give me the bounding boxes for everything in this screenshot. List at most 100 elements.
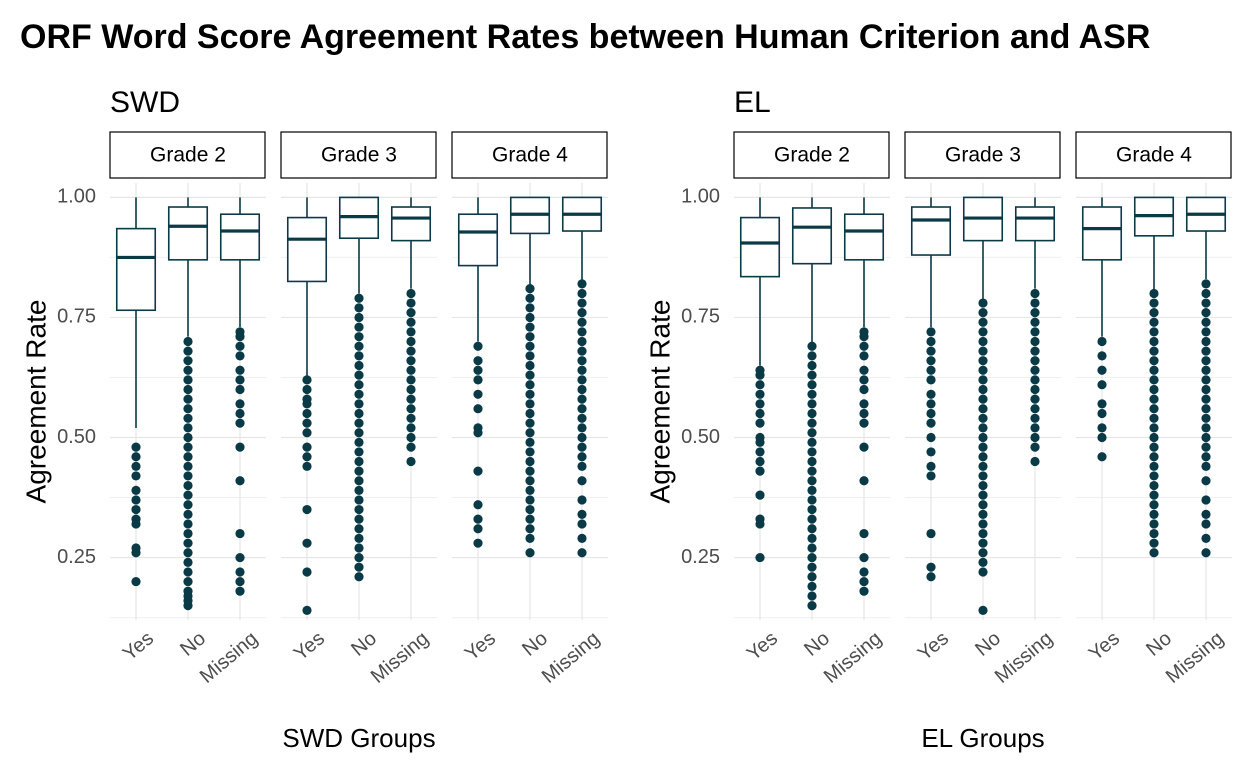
outlier-point [1149,404,1159,414]
outlier-point [1149,308,1159,318]
outlier-point [807,476,817,486]
box-yes [739,197,781,563]
outlier-point [577,423,587,433]
outlier-point [525,504,535,515]
facet-strip-label: Grade 2 [150,144,226,167]
outlier-point [755,418,765,428]
outlier-point [1201,384,1211,395]
outlier-point [1149,500,1159,510]
box-no [509,196,551,558]
outlier-point [525,284,535,294]
outlier-point [302,461,312,471]
box-iqr [286,216,328,283]
outlier-point [183,384,193,395]
outlier-point [354,303,364,313]
outlier-point [525,293,535,303]
y-tick-label: 0.75 [681,306,720,328]
outlier-point [525,332,535,342]
box-iqr [167,206,209,261]
outlier-point [1201,327,1211,337]
outlier-point [525,437,535,447]
outlier-point [755,408,765,419]
outlier-point [859,586,869,596]
outlier-point [978,471,988,481]
outlier-point [859,528,869,539]
outlier-point [1201,308,1211,318]
x-tick-label: No [518,627,552,660]
outlier-point [978,384,988,395]
outlier-point [302,442,312,452]
outlier-point [302,418,312,428]
outlier-point [235,442,245,452]
outlier-point [525,418,535,428]
chart-title: ORF Word Score Agreement Rates between H… [20,18,1150,56]
box-iqr [1014,206,1056,242]
x-tick-label: No [971,627,1005,660]
outlier-point [525,351,535,361]
outlier-point [807,466,817,476]
x-tick-label: Missing [196,627,262,687]
outlier-point [183,346,193,356]
outlier-point [525,524,535,534]
outlier-point [525,428,535,438]
outlier-point [354,572,364,582]
outlier-point [978,432,988,443]
outlier-point [1149,384,1159,395]
y-axis-label: Agreement Rate [644,300,675,504]
outlier-point [807,437,817,447]
outlier-point [978,442,988,452]
outlier-point [978,490,988,500]
outlier-point [978,519,988,529]
outlier-point [978,548,988,558]
outlier-point [577,394,587,404]
outlier-point [1149,461,1159,471]
outlier-point [183,404,193,414]
outlier-point [755,514,765,524]
x-tick-label: Missing [991,627,1057,687]
outlier-point [473,538,483,548]
outlier-point [302,567,312,577]
outlier-point [406,288,416,299]
outlier-point [577,533,587,543]
x-tick-label: Missing [1162,627,1228,687]
box-iqr [843,213,885,261]
outlier-point [577,356,587,366]
outlier-point [807,581,817,591]
outlier-point [859,384,869,395]
outlier-point [926,389,936,399]
outlier-point [183,509,193,519]
y-axis-label: Agreement Rate [20,300,51,504]
outlier-point [235,399,245,409]
outlier-point [1097,432,1107,443]
outlier-point [1030,356,1040,366]
outlier-point [1030,394,1040,404]
outlier-point [302,605,312,615]
outlier-point [1201,404,1211,414]
outlier-point [926,471,936,481]
y-tick-label: 0.75 [57,306,96,328]
outlier-point [406,336,416,347]
outlier-point [978,557,988,567]
outlier-point [1201,432,1211,443]
facet-strip-label: Grade 3 [321,144,397,167]
outlier-point [1149,336,1159,347]
x-tick-label: No [1142,627,1176,660]
outlier-point [354,351,364,361]
outlier-point [406,384,416,395]
outlier-point [406,365,416,375]
outlier-point [807,524,817,534]
outlier-point [183,586,193,596]
outlier-point [577,509,587,519]
x-axis-label: EL Groups [921,723,1044,753]
outlier-point [577,461,587,471]
outlier-point [978,567,988,577]
facet-strip [109,131,266,179]
outlier-point [577,384,587,395]
outlier-point [354,524,364,534]
outlier-point [1201,413,1211,423]
facet-strip [451,131,608,179]
outlier-point [577,442,587,452]
outlier-point [354,428,364,438]
outlier-point [807,370,817,380]
